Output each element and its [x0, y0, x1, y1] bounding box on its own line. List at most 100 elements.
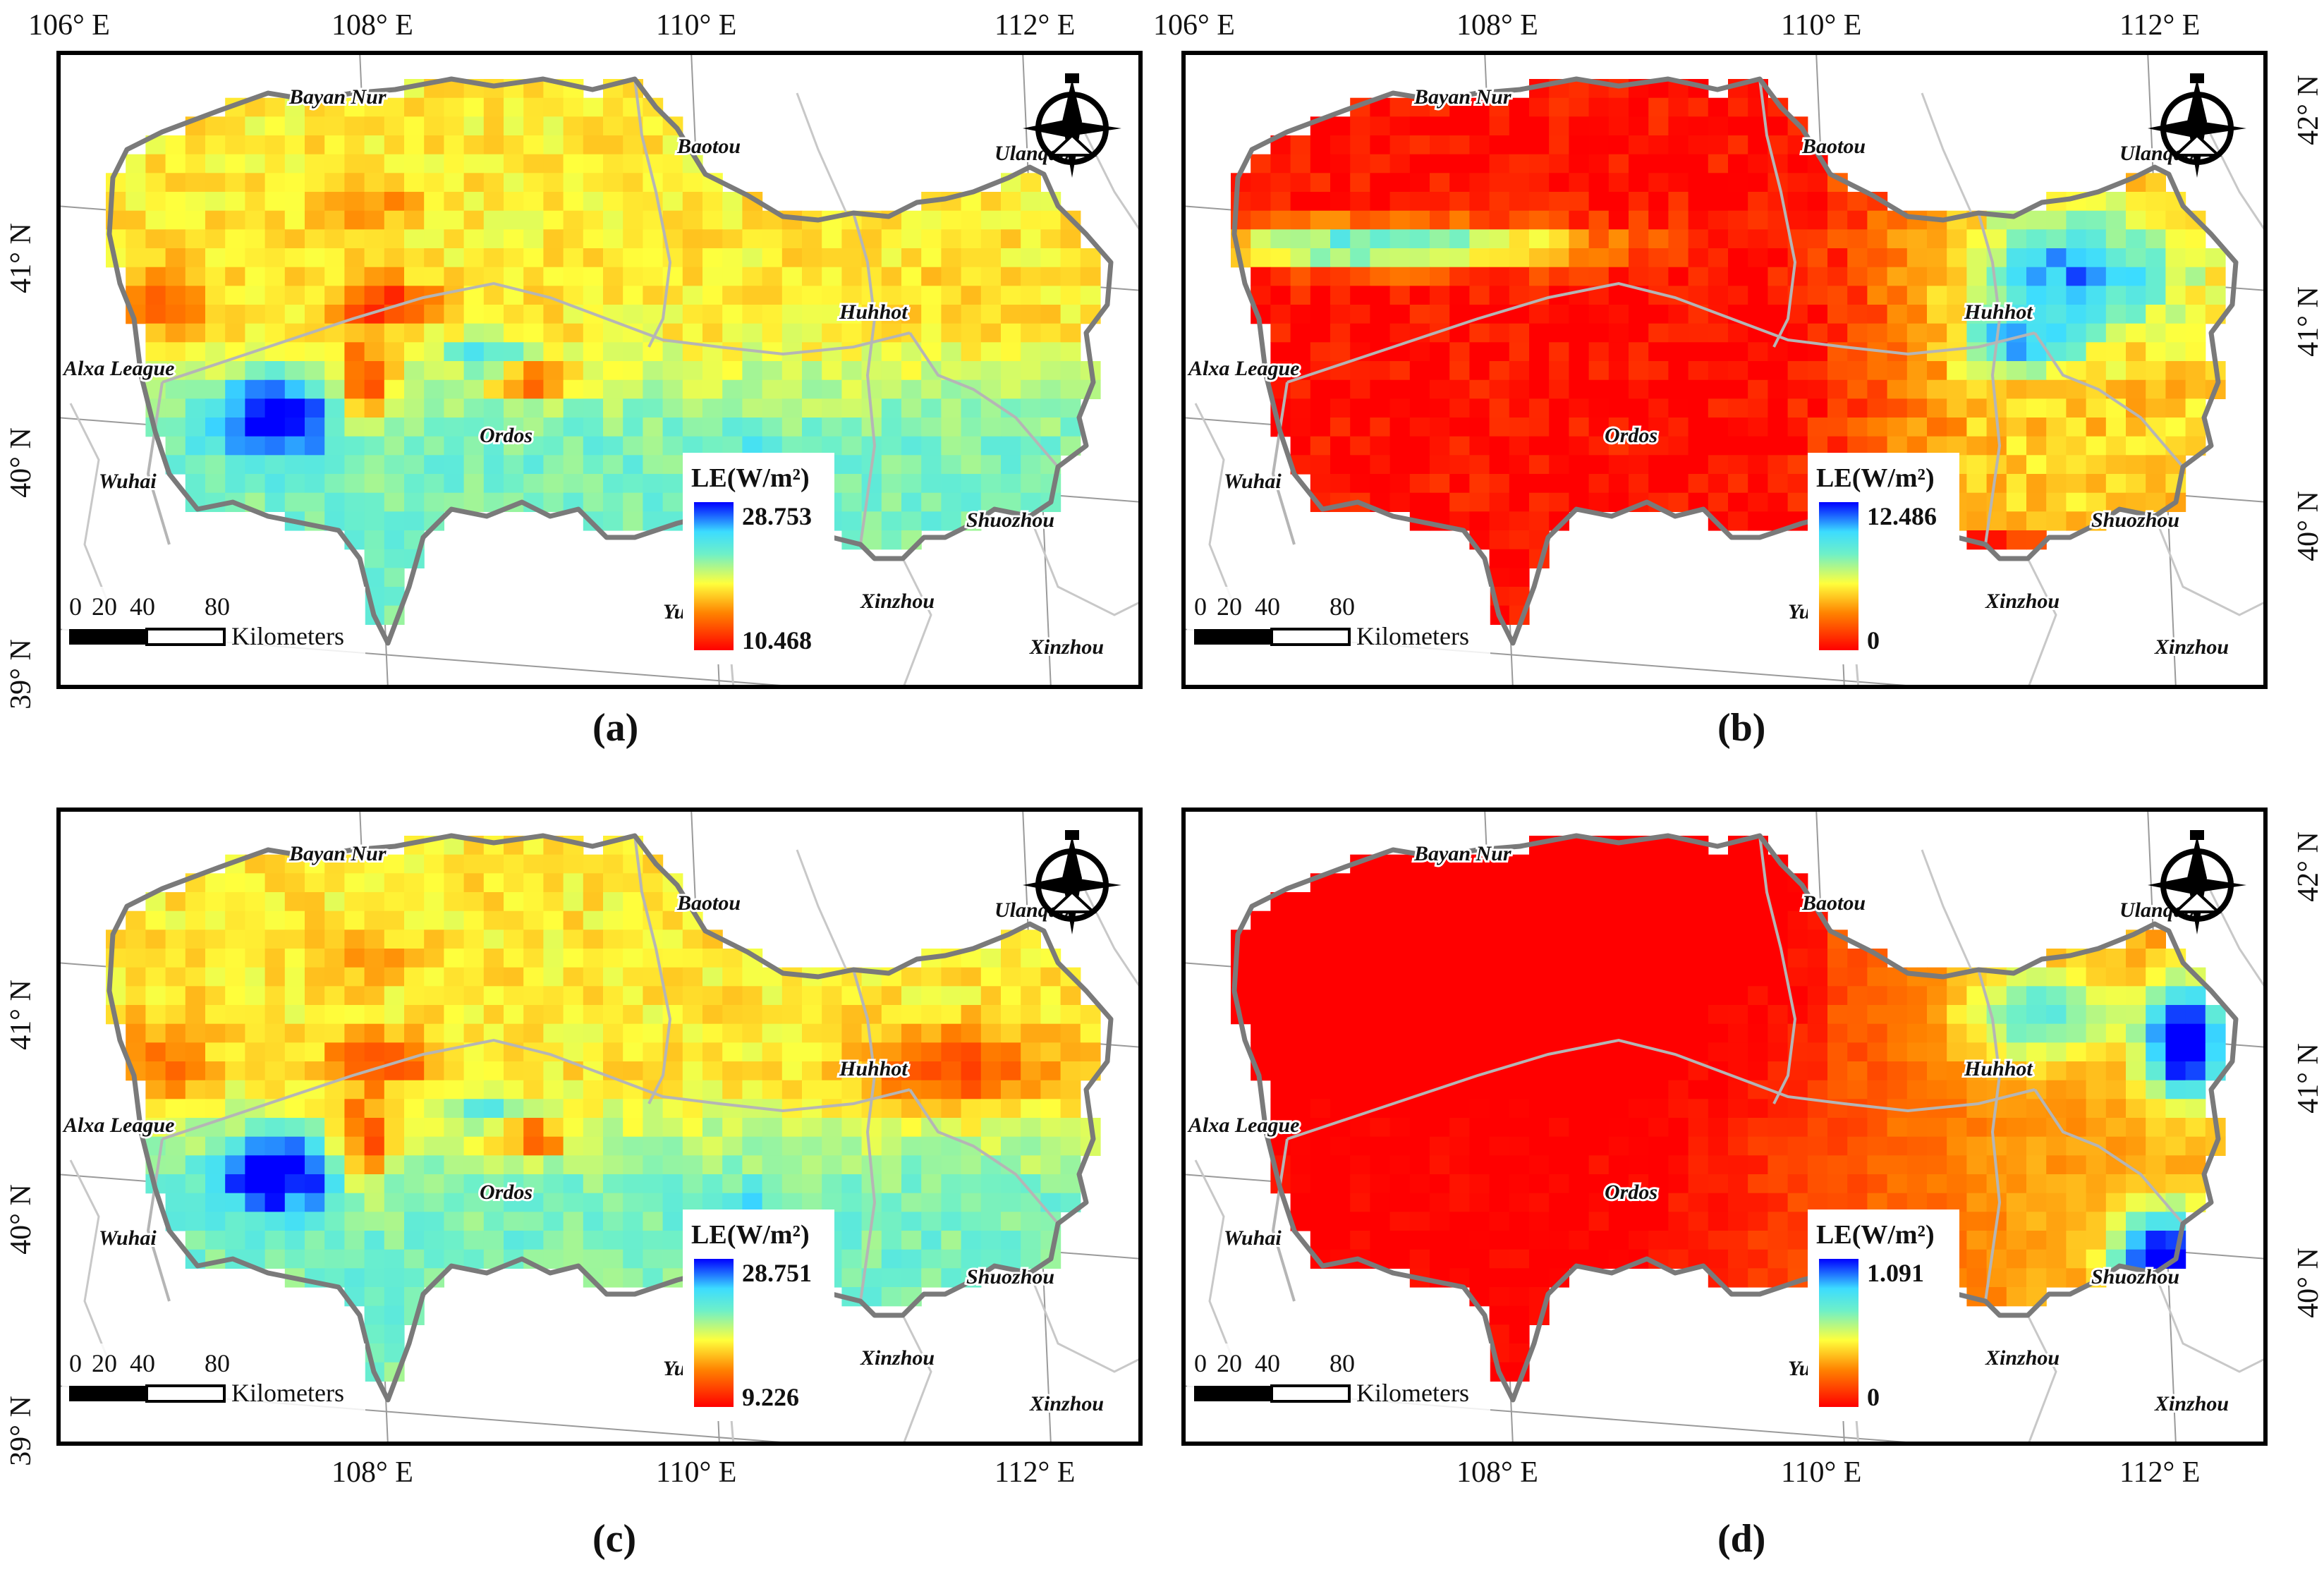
raster-cell: [1588, 892, 1610, 912]
raster-cell: [2146, 173, 2166, 193]
raster-cell: [1887, 1080, 1908, 1099]
raster-cell: [424, 1099, 444, 1119]
admin-borders: [146, 78, 1059, 545]
raster-cell: [1787, 1118, 1808, 1138]
raster-cell: [2205, 1005, 2226, 1025]
raster-cell: [1966, 248, 1988, 268]
raster-cell: [1430, 305, 1450, 324]
raster-cell: [324, 930, 345, 949]
raster-cell: [1370, 1174, 1391, 1194]
raster-cell: [1887, 1118, 1908, 1138]
raster-cell: [483, 1193, 504, 1212]
raster-cell: [1807, 248, 1828, 268]
raster-cell: [623, 1061, 643, 1081]
raster-cell: [1668, 192, 1689, 212]
raster-cell: [245, 1061, 266, 1081]
raster-cell: [1549, 1193, 1569, 1212]
raster-cell: [1040, 286, 1061, 305]
raster-cell: [1001, 1231, 1021, 1250]
raster-cell: [1449, 342, 1470, 362]
raster-cell: [1489, 892, 1510, 912]
raster-cell: [1389, 1231, 1411, 1250]
raster-cell: [543, 1249, 564, 1269]
raster-cell: [2126, 305, 2146, 324]
raster-cell: [1409, 229, 1430, 249]
raster-cell: [145, 1023, 166, 1043]
raster-cell: [1807, 1061, 1828, 1081]
raster-cell: [2006, 474, 2027, 494]
raster-cell: [1629, 379, 1649, 399]
raster-cell: [722, 436, 743, 456]
raster-cell: [444, 474, 465, 494]
raster-cell: [1430, 1136, 1450, 1156]
raster-cell: [2006, 229, 2027, 249]
raster-cell: [483, 323, 504, 343]
raster-cell: [1668, 1231, 1689, 1250]
raster-cell: [1847, 1023, 1868, 1043]
raster-cell: [1807, 1174, 1828, 1194]
raster-cell: [2165, 1099, 2186, 1119]
raster-cell: [1668, 116, 1689, 136]
raster-cell: [1449, 116, 1470, 136]
raster-cell: [941, 210, 962, 230]
raster-cell: [523, 305, 544, 324]
raster-cell: [980, 361, 1002, 381]
raster-cell: [1728, 949, 1748, 968]
raster-cell: [1549, 455, 1569, 475]
raster-cell: [1748, 455, 1768, 475]
raster-cell: [822, 1193, 842, 1212]
raster-cell: [1708, 854, 1729, 874]
raster-cell: [364, 854, 385, 874]
raster-cell: [1021, 173, 1041, 193]
raster-cell: [2006, 1155, 2027, 1175]
raster-cell: [1021, 986, 1041, 1006]
raster-cell: [1748, 1268, 1768, 1288]
raster-cell: [583, 873, 604, 893]
raster-cell: [1728, 173, 1748, 193]
raster-cell: [2146, 1193, 2166, 1212]
raster-cell: [2146, 1005, 2166, 1025]
raster-cell: [2026, 398, 2047, 418]
raster-cell: [1509, 97, 1530, 117]
raster-cell: [384, 1231, 405, 1250]
raster-cell: [2066, 1042, 2087, 1062]
raster-cell: [165, 1080, 186, 1099]
context-borders: [69, 92, 1144, 690]
raster-cell: [245, 455, 266, 475]
raster-cell: [523, 192, 544, 212]
raster-cell: [2146, 210, 2166, 230]
raster-cell: [1648, 1118, 1669, 1138]
raster-cell: [2165, 1118, 2186, 1138]
raster-cell: [543, 267, 564, 286]
raster-cell: [1430, 361, 1450, 381]
raster-cell: [1370, 455, 1391, 475]
raster-cell: [1708, 455, 1729, 475]
raster-cell: [504, 229, 524, 249]
lon-label-bottom: 108° E: [1456, 1456, 1538, 1489]
raster-cell: [2026, 1212, 2047, 1231]
raster-cell: [1588, 1118, 1610, 1138]
raster-cell: [2066, 1174, 2087, 1194]
raster-cell: [1021, 192, 1041, 212]
raster-cell: [563, 342, 584, 362]
raster-cell: [1608, 305, 1629, 324]
raster-cell: [722, 967, 743, 987]
raster-cell: [1409, 1042, 1430, 1062]
raster-cell: [901, 967, 922, 987]
raster-cell: [1887, 398, 1908, 418]
raster-cell: [1927, 1155, 1947, 1175]
raster-cell: [245, 1212, 266, 1231]
raster-cell: [1748, 986, 1768, 1006]
raster-cell: [2026, 967, 2047, 987]
raster-cell: [643, 986, 664, 1006]
raster-cell: [1827, 1080, 1848, 1099]
raster-cell: [1509, 1136, 1530, 1156]
raster-cell: [1350, 1118, 1370, 1138]
raster-cell: [1021, 1212, 1041, 1231]
raster-cell: [1608, 1212, 1629, 1231]
raster-cell: [1608, 418, 1629, 437]
raster-cell: [2066, 1231, 2087, 1250]
raster-cell: [1966, 1080, 1988, 1099]
raster-cell: [921, 248, 942, 268]
raster-cell: [1728, 342, 1748, 362]
